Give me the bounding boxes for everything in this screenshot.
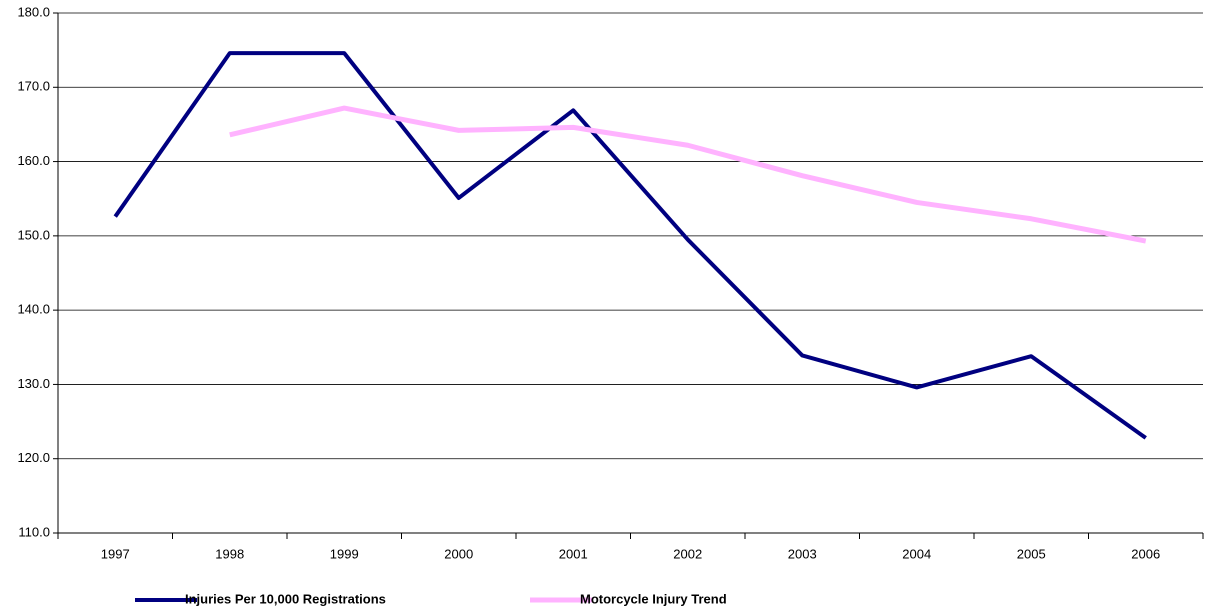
x-tick-label: 2005	[1017, 546, 1046, 561]
legend-label: Motorcycle Injury Trend	[580, 591, 727, 606]
x-tick-label: 2006	[1131, 546, 1160, 561]
x-tick-label: 1998	[215, 546, 244, 561]
y-tick-label: 130.0	[17, 376, 50, 391]
x-tick-label: 2001	[559, 546, 588, 561]
y-tick-label: 180.0	[17, 4, 50, 19]
y-tick-label: 120.0	[17, 450, 50, 465]
y-tick-label: 140.0	[17, 302, 50, 317]
y-tick-label: 160.0	[17, 153, 50, 168]
y-tick-label: 150.0	[17, 227, 50, 242]
series-line	[229, 105, 1147, 244]
x-tick-label: 1999	[330, 546, 359, 561]
series-line	[113, 51, 1147, 440]
x-tick-label: 2003	[788, 546, 817, 561]
legend-label: Injuries Per 10,000 Registrations	[185, 591, 386, 606]
y-tick-label: 170.0	[17, 79, 50, 94]
x-tick-label: 2002	[673, 546, 702, 561]
x-tick-label: 2000	[444, 546, 473, 561]
x-tick-label: 2004	[902, 546, 931, 561]
x-tick-label: 1997	[101, 546, 130, 561]
y-tick-label: 110.0	[18, 524, 50, 539]
